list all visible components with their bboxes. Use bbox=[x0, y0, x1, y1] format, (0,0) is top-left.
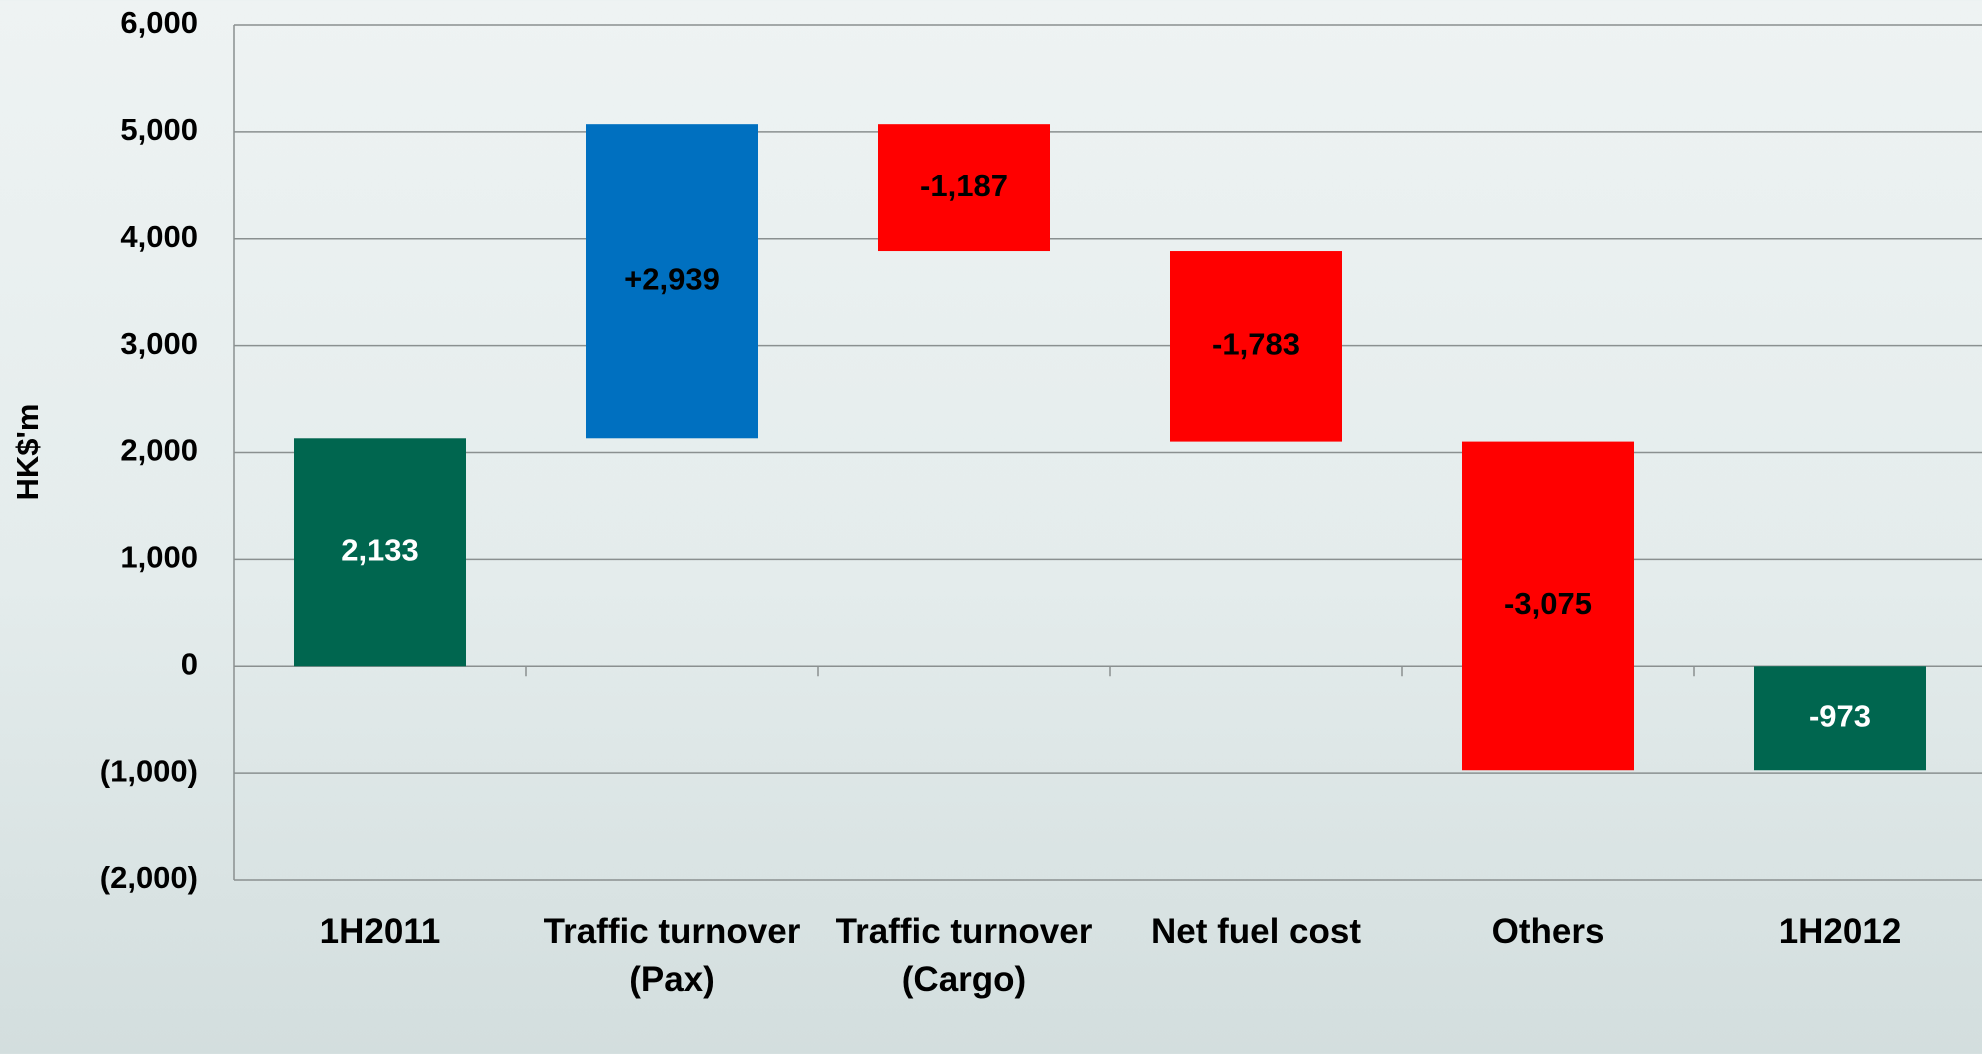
x-tick-label: 1H2011 bbox=[319, 912, 441, 951]
x-tick-label: 1H2012 bbox=[1778, 912, 1902, 951]
value-label: -1,783 bbox=[1212, 327, 1300, 362]
y-tick-label: 1,000 bbox=[120, 540, 198, 575]
y-tick-label: (1,000) bbox=[100, 753, 198, 788]
bar bbox=[1170, 251, 1342, 442]
x-tick-label: Traffic turnover (Cargo) bbox=[835, 912, 1093, 999]
bar bbox=[1754, 666, 1926, 771]
value-label: -1,187 bbox=[920, 168, 1008, 203]
y-tick-label: 4,000 bbox=[120, 219, 198, 254]
y-tick-label: 0 bbox=[181, 646, 198, 681]
value-label: +2,939 bbox=[624, 261, 720, 296]
bar bbox=[294, 438, 466, 667]
bar bbox=[1462, 441, 1634, 771]
y-tick-label: (2,000) bbox=[100, 860, 198, 895]
value-label: -3,075 bbox=[1504, 586, 1592, 621]
y-axis-label: HK$'m bbox=[10, 404, 45, 501]
y-tick-label: 6,000 bbox=[120, 5, 198, 40]
value-label: 2,133 bbox=[341, 532, 419, 567]
y-tick-label: 5,000 bbox=[120, 112, 198, 147]
bar bbox=[586, 124, 758, 439]
y-tick-label: 3,000 bbox=[120, 326, 198, 361]
y-tick-label: 2,000 bbox=[120, 433, 198, 468]
x-tick-label: Others bbox=[1491, 912, 1605, 951]
value-label: -973 bbox=[1809, 698, 1871, 733]
x-tick-label: Net fuel cost bbox=[1150, 912, 1362, 951]
bar bbox=[878, 124, 1050, 252]
x-tick-label: Traffic turnover (Pax) bbox=[543, 912, 801, 999]
